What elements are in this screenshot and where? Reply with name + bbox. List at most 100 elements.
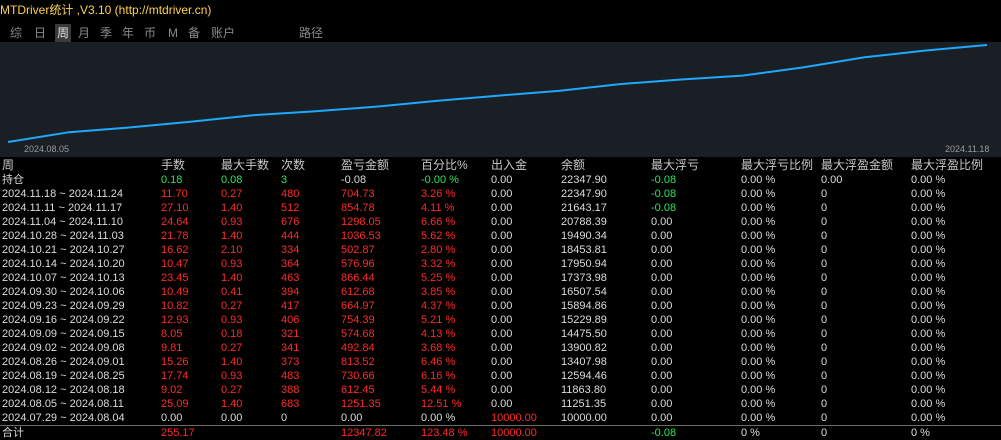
cell-max-lots: 0.93 xyxy=(221,216,243,228)
cell-percent: 6.66 % xyxy=(421,216,456,228)
tab-week[interactable]: 周 xyxy=(55,24,72,42)
cell-week: 2024.09.30 ~ 2024.10.06 xyxy=(2,286,125,298)
cell-balance: 22347.90 xyxy=(561,188,607,200)
table-row: 2024.08.12 ~ 2024.08.18 9.02 0.27 388 612.45… xyxy=(0,383,1001,397)
cell-pnl: 492.84 xyxy=(341,342,375,354)
cell-deposit: 10000.00 xyxy=(491,427,537,439)
cell-week: 2024.08.12 ~ 2024.08.18 xyxy=(2,384,125,396)
cell-max-float-loss-pct: 0.00 % xyxy=(741,328,776,340)
cell-max-float-loss: 0.00 xyxy=(651,244,673,256)
cell-max-float-profit: 0 xyxy=(821,342,828,354)
cell-max-float-profit-pct: 0.00 % xyxy=(911,398,946,410)
cell-percent: 4.11 % xyxy=(421,202,455,214)
cell-max-float-profit: 0 xyxy=(821,230,828,242)
table-row: 2024.09.23 ~ 2024.09.29 10.82 0.27 417 664.9… xyxy=(0,299,1001,313)
cell-week: 合计 xyxy=(2,427,24,439)
cell-balance: 13407.98 xyxy=(561,356,607,368)
cell-max-float-profit-pct: 0.00 % xyxy=(911,328,946,340)
table-row: 2024.10.07 ~ 2024.10.13 23.45 1.40 463 866.4… xyxy=(0,271,1001,285)
tab-magic[interactable]: M xyxy=(168,26,178,40)
cell-percent: 3.68 % xyxy=(421,342,456,354)
cell-percent: 2.80 % xyxy=(421,244,456,256)
cell-max-float-profit: 0 xyxy=(821,384,828,396)
cell-pnl: 866.44 xyxy=(341,272,375,284)
cell-pnl: 盈亏金额 xyxy=(341,158,390,172)
cell-week: 2024.10.14 ~ 2024.10.20 xyxy=(2,258,125,270)
cell-max-lots: 1.40 xyxy=(221,356,243,368)
table-body: 2024.11.18 ~ 2024.11.24 11.70 0.27 480 704.7… xyxy=(0,187,1001,425)
cell-max-float-profit: 0 xyxy=(821,427,828,439)
cell-max-float-loss-pct: 0.00 % xyxy=(741,174,776,186)
cell-lots: 12.93 xyxy=(161,314,189,326)
cell-percent: 3.32 % xyxy=(421,258,456,270)
cell-max-float-profit-pct: 0.00 % xyxy=(911,230,946,242)
table-row: 2024.09.16 ~ 2024.09.22 12.93 0.93 406 754.3… xyxy=(0,313,1001,327)
cell-max-lots: 0.27 xyxy=(221,384,243,396)
cell-pnl: 502.87 xyxy=(341,244,375,256)
cell-max-float-profit: 0 xyxy=(821,412,828,424)
table-row: 2024.08.19 ~ 2024.08.25 17.74 0.93 483 730.6… xyxy=(0,369,1001,383)
table-row: 2024.09.09 ~ 2024.09.15 8.05 0.18 321 574.68… xyxy=(0,327,1001,341)
cell-deposit: 0.00 xyxy=(491,398,513,410)
cell-week: 2024.09.09 ~ 2024.09.15 xyxy=(2,328,125,340)
cell-max-float-loss-pct: 0.00 % xyxy=(741,286,776,298)
cell-max-float-profit-pct: 0.00 % xyxy=(911,412,946,424)
cell-deposit: 0.00 xyxy=(491,314,513,326)
cell-max-float-loss: 0.00 xyxy=(651,398,673,410)
cell-deposit: 0.00 xyxy=(491,328,513,340)
cell-count: 512 xyxy=(281,202,300,214)
cell-balance: 11863.80 xyxy=(561,384,607,396)
tab-note[interactable]: 备 xyxy=(188,26,201,40)
cell-deposit: 0.00 xyxy=(491,342,513,354)
cell-max-float-loss: 0.00 xyxy=(651,272,673,284)
cell-max-float-profit: 0 xyxy=(821,286,828,298)
cell-max-float-loss: 0.00 xyxy=(651,328,673,340)
tab-month[interactable]: 月 xyxy=(78,26,91,40)
tab-quarter[interactable]: 季 xyxy=(100,26,113,40)
tab-year[interactable]: 年 xyxy=(122,26,135,40)
cell-max-float-loss: 0.00 xyxy=(651,412,673,424)
tab-overview[interactable]: 综 xyxy=(10,26,23,40)
cell-max-float-loss-pct: 最大浮亏比例 xyxy=(741,158,814,172)
table-header: 周 手数 最大手数 次数 盈亏金额 百分比% 出入金 余额 最大浮亏 最大浮亏比例 最大浮盈金额 最大… xyxy=(0,158,1001,173)
tab-path[interactable]: 路径 xyxy=(299,26,324,40)
cell-week: 周 xyxy=(2,158,15,172)
cell-percent: -0.00 % xyxy=(421,174,459,186)
cell-pnl: 0.00 xyxy=(341,412,363,424)
cell-count: 417 xyxy=(281,300,300,312)
cell-deposit: 0.00 xyxy=(491,272,513,284)
chart-end-date: 2024.11.18 xyxy=(945,144,989,154)
cell-week: 2024.11.18 ~ 2024.11.24 xyxy=(2,188,124,200)
cell-max-float-profit: 0 xyxy=(821,328,828,340)
cell-pnl: 754.39 xyxy=(341,314,375,326)
cell-count: 444 xyxy=(281,230,300,242)
cell-count: 463 xyxy=(281,272,300,284)
cell-max-lots: 1.40 xyxy=(221,230,243,242)
cell-max-float-loss: 0.00 xyxy=(651,314,673,326)
weekly-stats-table: 周 手数 最大手数 次数 盈亏金额 百分比% 出入金 余额 最大浮亏 最大浮亏比例 最大浮盈金额 最大… xyxy=(0,158,1001,425)
cell-deposit: 0.00 xyxy=(491,356,513,368)
cell-lots: 9.81 xyxy=(161,342,183,354)
tab-day[interactable]: 日 xyxy=(34,26,47,40)
cell-pnl: 704.73 xyxy=(341,188,375,200)
cell-count: 483 xyxy=(281,370,300,382)
total-row: 合计 255.17 12347.82 123.48 % 10000.00 -0.08 0 %… xyxy=(0,425,1001,440)
cell-pnl: 1251.35 xyxy=(341,398,381,410)
cell-max-float-loss-pct: 0 % xyxy=(741,427,760,439)
cell-max-lots: 0.00 xyxy=(221,412,243,424)
cell-count: 0 xyxy=(281,412,288,424)
cell-max-float-loss-pct: 0.00 % xyxy=(741,342,776,354)
tab-account[interactable]: 账户 xyxy=(211,26,236,40)
cell-max-float-profit-pct: 0.00 % xyxy=(911,314,946,326)
chart-start-date: 2024.08.05 xyxy=(24,144,69,154)
cell-week: 2024.09.23 ~ 2024.09.29 xyxy=(2,300,125,312)
cell-max-lots: 0.27 xyxy=(221,188,243,200)
cell-max-lots: 0.93 xyxy=(221,370,243,382)
cell-percent: 4.13 % xyxy=(421,328,456,340)
cell-pnl: 664.97 xyxy=(341,300,375,312)
tab-currency[interactable]: 币 xyxy=(144,26,157,40)
cell-lots: 16.62 xyxy=(161,244,189,256)
cell-max-float-loss-pct: 0.00 % xyxy=(741,188,776,200)
cell-week: 2024.09.02 ~ 2024.09.08 xyxy=(2,342,125,354)
cell-max-float-loss-pct: 0.00 % xyxy=(741,230,776,242)
